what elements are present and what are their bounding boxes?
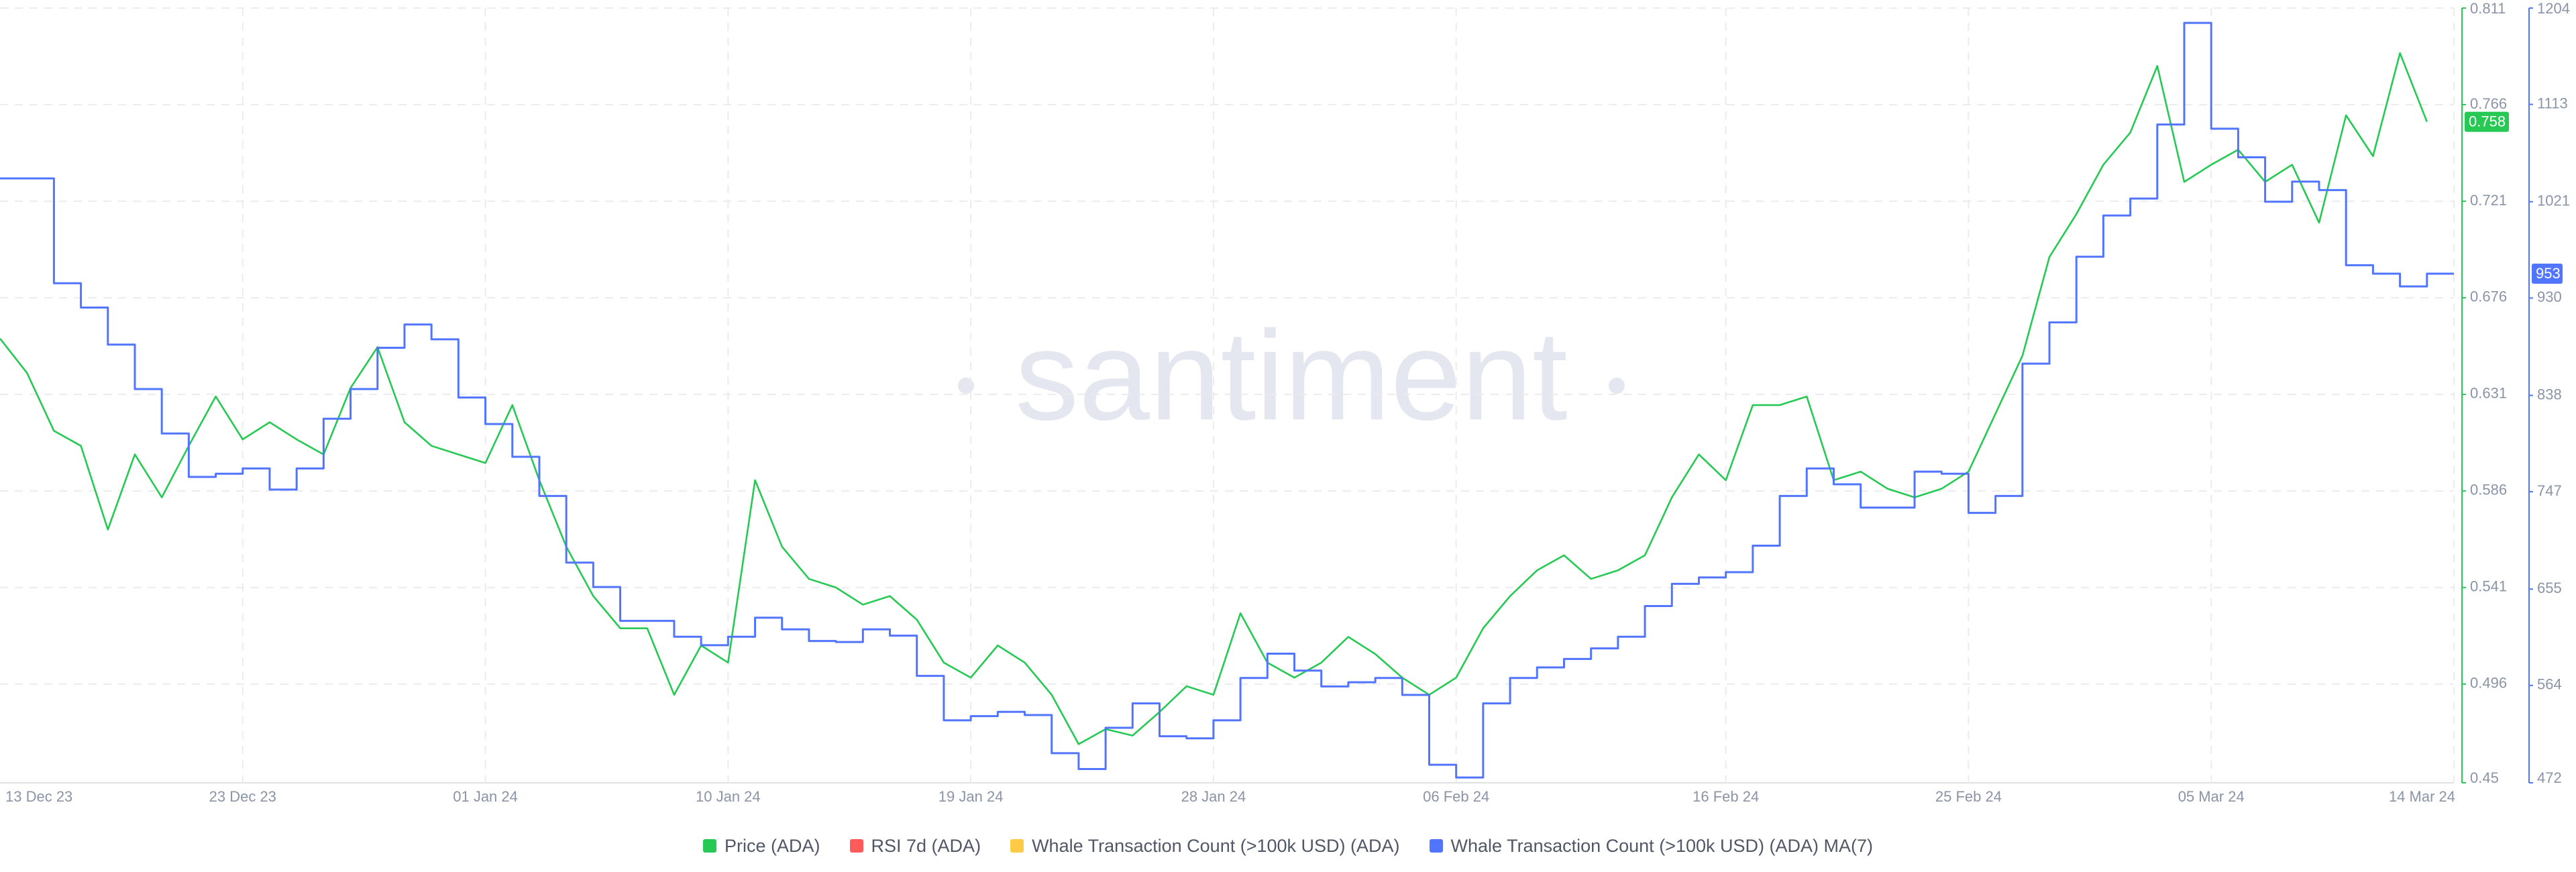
legend-label: Whale Transaction Count (>100k USD) (ADA…	[1032, 835, 1400, 856]
y2-tick-label: 472	[2537, 769, 2562, 786]
x-tick-label: 19 Jan 24	[938, 788, 1004, 805]
legend-label: Price (ADA)	[724, 835, 820, 856]
legend-label: RSI 7d (ADA)	[871, 835, 981, 856]
x-tick-label: 05 Mar 24	[2178, 788, 2245, 805]
legend-item[interactable]: Price (ADA)	[703, 836, 820, 857]
y2-tick-label: 655	[2537, 580, 2562, 596]
x-tick-label: 14 Mar 24	[2389, 788, 2455, 805]
x-tick-label: 10 Jan 24	[696, 788, 761, 805]
legend-item[interactable]: Whale Transaction Count (>100k USD) (ADA…	[1429, 835, 1873, 857]
y2-tick-label: 1204	[2537, 0, 2570, 17]
legend-swatch	[1010, 839, 1024, 853]
x-tick-label: 23 Dec 23	[209, 788, 276, 805]
y-tick-label: 0.811	[2470, 0, 2506, 17]
y2-tick-label: 1113	[2537, 95, 2568, 111]
series-line	[0, 21, 2454, 779]
y-tick-label: 0.766	[2470, 95, 2507, 112]
y-tick-label: 0.676	[2470, 288, 2507, 305]
last-value-badge	[2465, 111, 2509, 132]
x-tick-label: 01 Jan 24	[453, 788, 518, 805]
legend: Price (ADA) RSI 7d (ADA) Whale Transaction…	[0, 829, 2576, 863]
watermark: santiment	[1015, 305, 1568, 447]
legend-item[interactable]: Whale Transaction Count (>100k USD) (ADA…	[1010, 835, 1400, 857]
legend-label: Whale Transaction Count (>100k USD) (ADA…	[1450, 835, 1873, 856]
legend-swatch	[703, 839, 716, 853]
last-value-badge	[2532, 264, 2563, 284]
last-value-label: 953	[2536, 265, 2561, 282]
y-tick-label: 0.631	[2470, 385, 2507, 402]
y2-tick-label: 930	[2537, 288, 2562, 305]
legend-swatch	[849, 839, 863, 853]
y-tick-label: 0.721	[2470, 192, 2507, 209]
y2-tick-label: 747	[2537, 482, 2562, 499]
x-tick-label: 28 Jan 24	[1181, 788, 1246, 805]
chart: santiment 0.45 0.496 0.541 0.586 0.631 0.676 0.…	[0, 0, 2570, 805]
x-tick-label: 06 Feb 24	[1423, 788, 1489, 805]
y2-tick-label: 838	[2537, 386, 2562, 402]
watermark-dot	[1609, 378, 1625, 394]
y-tick-label: 0.45	[2470, 769, 2499, 786]
y-tick-label: 0.541	[2470, 578, 2507, 595]
y-tick-label: 0.496	[2470, 675, 2507, 692]
y2-tick-label: 1021	[2537, 193, 2570, 209]
legend-swatch	[1429, 839, 1443, 853]
series-line	[0, 52, 2428, 745]
x-tick-label: 25 Feb 24	[1935, 788, 2002, 805]
legend-item[interactable]: RSI 7d (ADA)	[849, 835, 981, 857]
y2-tick-label: 564	[2537, 676, 2562, 693]
y-tick-label: 0.586	[2470, 482, 2507, 498]
last-value-label: 0.758	[2469, 113, 2506, 129]
x-tick-label: 13 Dec 23	[5, 788, 72, 805]
watermark-dot	[958, 378, 974, 394]
x-tick-label: 16 Feb 24	[1693, 788, 1759, 805]
